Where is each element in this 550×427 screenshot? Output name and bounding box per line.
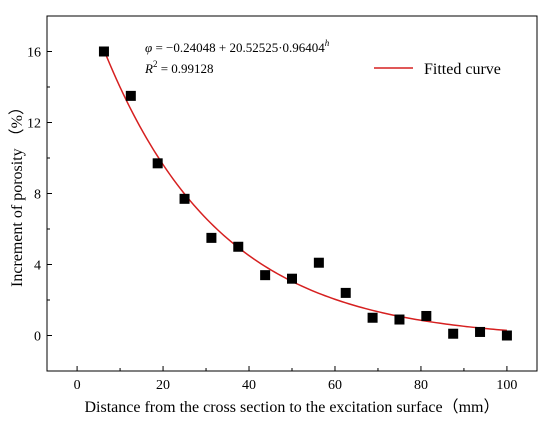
data-point [287, 273, 297, 284]
fitted-curve [102, 47, 507, 332]
y-tick-label-0: 0 [34, 330, 41, 345]
x-axis-label: Distance from the cross section to the e… [85, 398, 500, 416]
data-point [367, 312, 378, 323]
y-tick-label-12: 12 [27, 117, 41, 132]
axis-ticks: 0 20 40 60 80 100 0 4 8 12 16 [27, 46, 517, 394]
y-tick-label-16: 16 [27, 46, 41, 61]
data-point [313, 257, 324, 268]
equation-lhs: φ [145, 40, 152, 55]
x-tick-label-100: 100 [496, 378, 517, 393]
x-tick-label-40: 40 [242, 378, 256, 393]
data-point [340, 287, 351, 298]
fit-layer [102, 47, 507, 332]
x-tick-label-80: 80 [414, 378, 428, 393]
y-tick-label-8: 8 [34, 188, 41, 203]
x-tick-label-0: 0 [74, 378, 81, 393]
x-tick-label-20: 20 [156, 378, 170, 393]
data-point [125, 90, 136, 101]
legend-label: Fitted curve [424, 61, 501, 78]
data-point [98, 46, 109, 57]
y-axis-label: Increment of porosity （%） [8, 99, 26, 287]
data-point [394, 314, 405, 325]
data-point [475, 326, 486, 337]
data-point [501, 330, 512, 341]
equation-rhs: = −0.24048 + 20.52525·0.96404 [152, 40, 325, 55]
data-points [98, 46, 512, 341]
r2-value: = 0.99128 [157, 61, 213, 76]
legend: Fitted curve [374, 61, 501, 78]
data-point [421, 310, 432, 321]
equation-exponent: h [325, 38, 330, 48]
equation-r2: R2 = 0.99128 [144, 59, 214, 76]
data-point [152, 158, 163, 169]
data-point [233, 241, 244, 252]
equation-phi: φ = −0.24048 + 20.52525·0.96404h [145, 38, 330, 55]
data-point [448, 328, 459, 339]
data-point [260, 270, 271, 281]
r2-label: R [144, 61, 153, 76]
r2-sup: 2 [153, 59, 158, 69]
data-point [179, 193, 190, 204]
data-point [206, 232, 217, 243]
x-tick-label-60: 60 [328, 378, 342, 393]
y-tick-label-4: 4 [34, 259, 41, 274]
